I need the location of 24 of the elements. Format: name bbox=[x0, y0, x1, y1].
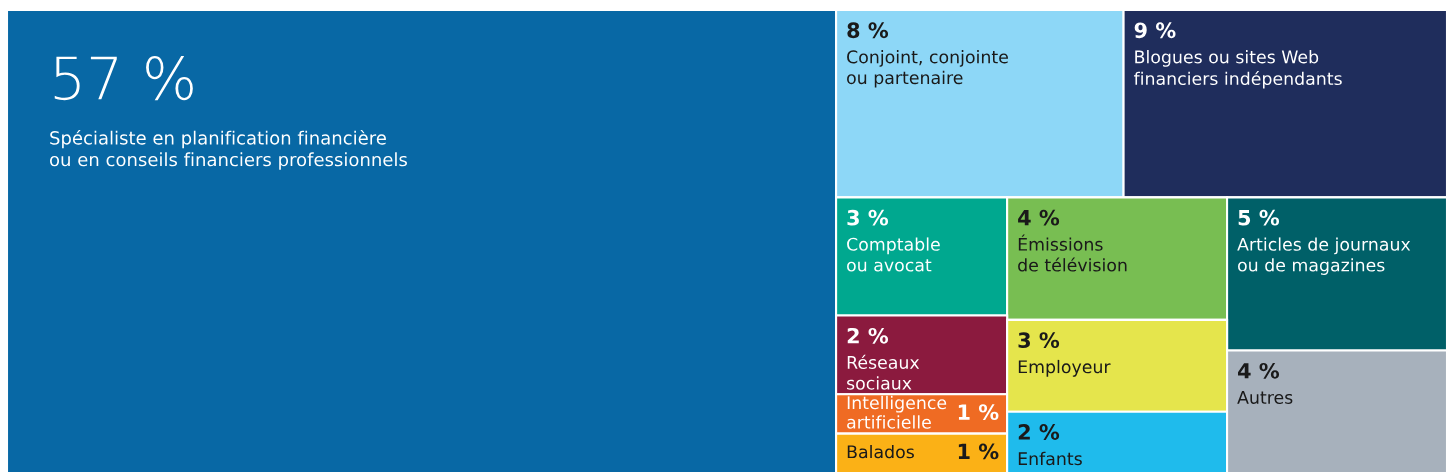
category-label: Spécialiste en planification financière ou en conseils financiers professionnels bbox=[50, 130, 407, 170]
data-label: 2 % bbox=[847, 327, 889, 344]
data-label: 5 % bbox=[1238, 209, 1280, 226]
data-label: 57 % bbox=[54, 56, 193, 101]
category-label: Conjoint, conjointe ou partenaire bbox=[847, 50, 1008, 88]
data-label: 3 % bbox=[847, 209, 889, 226]
category-label: Balados bbox=[847, 444, 914, 459]
data-label: 4 % bbox=[1018, 209, 1060, 226]
data-label: 1 % bbox=[958, 404, 999, 420]
category-label: Employeur bbox=[1018, 359, 1111, 377]
category-label: Autres bbox=[1237, 391, 1293, 404]
category-label: Comptable ou avocat bbox=[847, 237, 940, 272]
data-label: 1 % bbox=[958, 443, 999, 460]
category-label: Articles de journaux ou de magazines bbox=[1237, 237, 1411, 275]
data-label: 8 % bbox=[847, 22, 889, 39]
data-label: 4 % bbox=[1238, 362, 1280, 379]
category-label: Intelligence artificielle bbox=[847, 395, 947, 429]
data-label: 9 % bbox=[1134, 22, 1176, 39]
category-label: Blogues ou sites Web financiers indépendants bbox=[1133, 50, 1342, 89]
data-label: 3 % bbox=[1018, 332, 1060, 349]
data-label: 2 % bbox=[1018, 424, 1060, 440]
category-label: Réseaux sociaux bbox=[847, 354, 920, 390]
category-label: Émissions de télévision bbox=[1018, 234, 1127, 272]
category-label: Enfants bbox=[1018, 451, 1082, 466]
